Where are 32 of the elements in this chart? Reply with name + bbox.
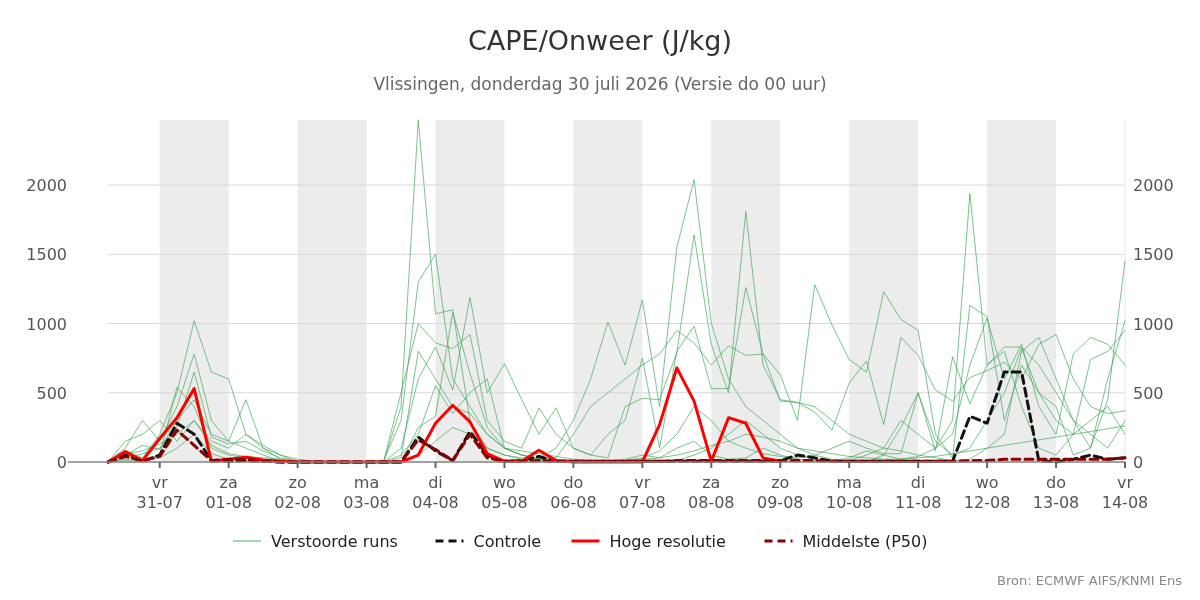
y-tick-label: 2000 [26,176,67,196]
text: Bron: ECMWF AIFS/KNMI Ens [997,573,1183,588]
x-tick-label: ma 03-08 [343,473,390,512]
chart-subtitle: Vlissingen, donderdag 30 juli 2026 (Versie do 00 uur) [373,74,827,94]
y2-tick-label: 0 [1133,453,1144,472]
legend-label: Verstoorde runs [271,532,398,551]
x-tick-label: zo 09-08 [757,473,804,512]
y-tick-label: 1000 [26,314,67,334]
y-tick-label: 0 [56,453,67,472]
y-tick-label: 500 [36,383,67,403]
x-tick-label: di 11-08 [894,473,942,512]
x-tick-label: do 06-08 [550,473,597,512]
legend-label: Controle [473,532,542,551]
chart-title: CAPE/Onweer (J/kg) [467,25,733,56]
x-tick-label: wo 05-08 [481,473,528,512]
x-tick-label: za 01-08 [205,473,252,512]
y2-tick-label: 1000 [1133,314,1174,334]
x-tick-label: vr 14-08 [1101,473,1149,512]
x-tick-label: ma 10-08 [825,473,873,512]
x-tick-label: di 04-08 [412,473,459,512]
x-tick-label: za 08-08 [688,473,735,512]
y2-tick-label: 1500 [1133,245,1174,265]
legend-label: Middelste (P50) [802,532,928,551]
x-tick-label: vr 07-08 [619,473,666,512]
x-tick-label: wo 12-08 [963,473,1011,512]
y-tick-label: 1500 [26,245,67,265]
legend-label: Hoge resolutie [609,532,726,551]
x-tick-label: do 13-08 [1032,473,1080,512]
y2-tick-label: 500 [1133,383,1164,403]
y2-tick-label: 2000 [1133,176,1174,196]
x-tick-label: vr 31-07 [136,473,183,512]
x-tick-label: zo 02-08 [274,473,321,512]
